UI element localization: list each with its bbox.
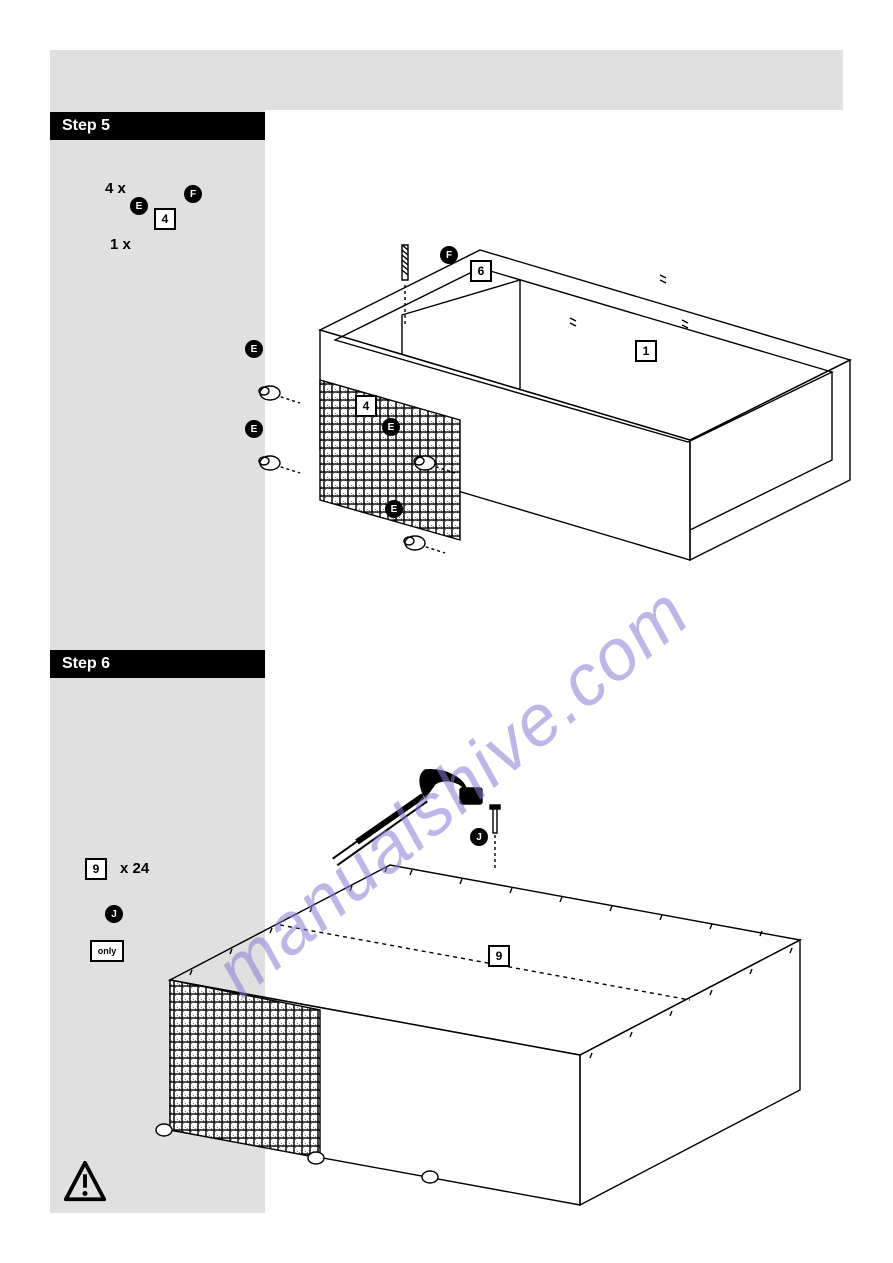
step5-dowel-qty: 1 x bbox=[110, 236, 131, 253]
warning-icon bbox=[62, 1159, 108, 1205]
callout-sq1: 1 bbox=[635, 340, 657, 362]
callout-E1: E bbox=[245, 340, 263, 358]
foot-4 bbox=[404, 536, 445, 553]
callout-sq6: 6 bbox=[470, 260, 492, 282]
page: Step 5 4 x E 4 F 1 x bbox=[50, 50, 843, 1213]
caution-line-2: pressure bbox=[145, 958, 192, 971]
step6-diagram bbox=[110, 730, 850, 1210]
callout-sq4: 4 bbox=[355, 395, 377, 417]
callout-E2: E bbox=[245, 420, 263, 438]
caution-line-3: only bbox=[145, 971, 192, 984]
step5-dowel-dot: F bbox=[184, 185, 202, 203]
step-6-title: Step 6 bbox=[62, 655, 110, 673]
step5-foot-qty: 4 x bbox=[105, 180, 126, 197]
step6-sq9: 9 bbox=[85, 858, 107, 880]
step5-panel-sq: 4 bbox=[154, 208, 176, 230]
caution-line-1: Use hand bbox=[145, 945, 192, 958]
step-5-title: Step 5 bbox=[62, 117, 110, 135]
callout-J-nail: J bbox=[470, 828, 488, 846]
step5-diagram bbox=[220, 120, 860, 580]
callout-sq9-top: 9 bbox=[488, 945, 510, 967]
callout-E4: E bbox=[385, 500, 403, 518]
foot-1 bbox=[259, 386, 300, 403]
foot-2 bbox=[259, 456, 300, 473]
step-6-title-bar: Step 6 bbox=[50, 650, 265, 678]
header-band bbox=[50, 50, 843, 110]
callout-F-dowel: F bbox=[440, 246, 458, 264]
callout-E3: E bbox=[382, 418, 400, 436]
step5-foot-dot: E bbox=[130, 197, 148, 215]
caution-text: Use hand pressure only bbox=[145, 945, 192, 985]
